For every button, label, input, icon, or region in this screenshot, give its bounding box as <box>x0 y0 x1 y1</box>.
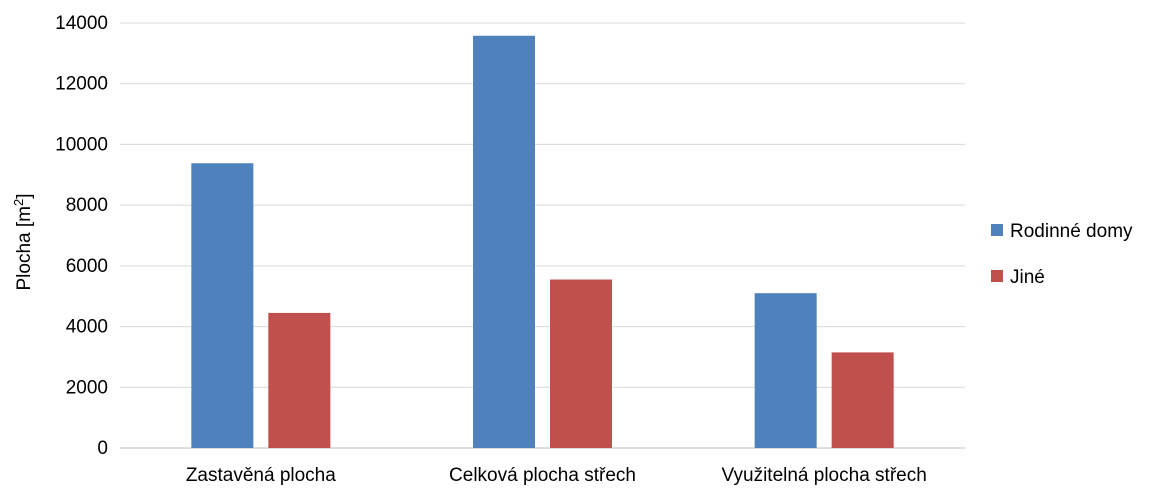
bar-rodinné-domy-1 <box>473 35 535 448</box>
legend-label: Rodinné domy <box>1010 221 1133 242</box>
y-tick-label: 6000 <box>66 256 108 277</box>
y-axis-title-suffix: ] <box>14 194 35 199</box>
x-category-label: Využitelná plocha střech <box>722 465 927 486</box>
x-category-label: Zastavěná plocha <box>186 465 336 486</box>
y-tick-label: 8000 <box>66 195 108 216</box>
y-axis-title-main: Plocha [m <box>14 206 35 290</box>
y-axis-title-superscript: 2 <box>11 199 26 206</box>
y-axis-title: Plocha [m2] <box>11 194 35 291</box>
bar-jiné-1 <box>550 279 612 448</box>
y-tick-label: 0 <box>97 438 108 459</box>
y-tick-label: 12000 <box>55 74 108 95</box>
bar-rodinné-domy-2 <box>754 293 817 448</box>
bar-jiné-2 <box>831 352 894 448</box>
legend-swatch <box>991 270 1003 282</box>
y-tick-label: 4000 <box>66 317 108 338</box>
y-tick-label: 2000 <box>66 377 108 398</box>
bar-jiné-0 <box>268 312 331 448</box>
legend-swatch <box>991 224 1003 236</box>
y-tick-label: 14000 <box>55 13 108 34</box>
y-axis-ticks: 0 2000 4000 6000 8000 10000 12000 14000 <box>55 13 108 459</box>
legend-label: Jiné <box>1010 267 1045 288</box>
gridlines <box>120 22 965 449</box>
legend: Rodinné domy Jiné <box>991 221 1133 288</box>
x-category-label: Celková plocha střech <box>449 465 636 486</box>
bar-rodinné-domy-0 <box>191 163 254 448</box>
bars <box>191 35 894 448</box>
y-tick-label: 10000 <box>55 134 108 155</box>
x-axis-categories: Zastavěná plocha Celková plocha střech Vyu… <box>186 465 927 486</box>
